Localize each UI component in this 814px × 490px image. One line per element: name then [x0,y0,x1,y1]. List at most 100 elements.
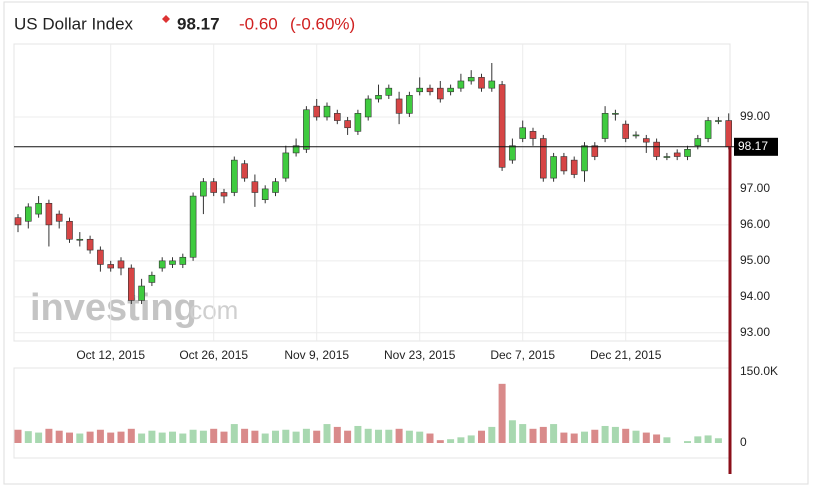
candle-body [375,95,382,100]
volume-bar [261,433,269,443]
volume-bar [241,428,249,443]
candle-body [663,156,671,158]
candle-body [653,141,660,157]
volume-bar [230,424,238,443]
change: -0.60 [239,14,278,33]
candle-body [426,87,434,93]
volume-bar [467,435,475,443]
candle-body [406,95,413,114]
candle-body [220,192,228,197]
candle-body [231,159,238,193]
x-tick-label: Nov 9, 2015 [284,348,349,362]
candle-body [313,105,321,118]
candle-body [498,84,506,168]
candle-body [364,98,372,118]
watermark: investing [30,287,197,329]
volume-bar [632,430,640,443]
volume-bar [478,430,485,443]
candle-body [169,260,176,265]
candle-body [416,87,424,93]
volume-bar [550,424,558,443]
volume-bar [519,424,527,443]
frame [3,1,809,485]
volume-panel [13,367,731,459]
y-tick-label: 97.00 [740,181,770,195]
candle-body [128,267,135,301]
volume-bar [117,431,125,443]
volume-bar [272,430,279,443]
volume-bar [714,438,722,443]
volume-bar [581,431,588,443]
candle-body [601,113,609,139]
volume-bar [107,432,115,443]
x-tick-label: Oct 12, 2015 [76,348,145,362]
candle-body [457,80,465,89]
volume-bar [333,426,341,443]
candle-body [117,260,125,269]
volume-bar [694,436,702,443]
last-price-label: 98.17 [738,139,768,153]
candle-body [684,149,691,157]
candle-body [436,87,444,100]
candle-body [704,120,712,139]
candle-body [66,220,73,240]
candle-body [529,131,537,139]
volume-bar [426,433,434,443]
x-tick-label: Dec 21, 2015 [590,348,662,362]
candle-body [333,113,341,121]
candle-body [560,156,568,172]
candle-body [467,77,475,82]
volume-bar [24,431,32,443]
candle-body [303,109,310,150]
last-price-box [734,137,778,156]
volume-bar [169,431,176,443]
candle-body [591,145,599,157]
volume-bar [405,430,413,443]
candle-body [107,264,114,269]
y-tick-label: 95.00 [740,253,770,267]
volume-bar [138,433,146,443]
candle-body [158,260,166,269]
candle-body [488,80,496,89]
candle-body [385,87,393,96]
candle-body [76,238,84,241]
volume-bar [364,428,372,443]
candle-body [97,249,104,265]
candle-body [612,113,619,115]
volume-bar [344,430,352,443]
candle-body [673,152,681,157]
candle-body [395,98,403,114]
volume-bar [416,431,424,443]
volume-tick-label: 150.0K [740,364,778,378]
candle-body [261,188,269,200]
x-tick-label: Oct 26, 2015 [179,348,248,362]
volume-bar [529,428,537,443]
volume-bar [663,437,671,443]
candle-body [292,145,300,154]
volume-bar [436,440,444,443]
volume-bar [498,383,506,443]
candle-body [550,156,557,179]
candle-body [519,127,527,139]
volume-bar [653,434,661,443]
candle-body [138,285,145,301]
candle-body [272,181,279,193]
candle-body [642,138,650,143]
volume-bar [591,429,599,443]
candle-body [148,274,156,283]
volume-bar [179,433,187,443]
volume-bar [148,430,156,443]
volume-bar [35,432,43,443]
alert-icon [162,15,170,23]
candle-body [725,120,733,148]
candle-body [35,202,42,215]
volume-bar [488,426,496,443]
candle-body [715,120,722,122]
x-tick-label: Nov 23, 2015 [384,348,456,362]
candle-body [323,105,331,118]
candle-body [344,120,351,129]
volume-bar [158,432,166,443]
volume-bar [96,429,104,443]
volume-bar [199,430,207,443]
volume-bar [189,429,197,443]
